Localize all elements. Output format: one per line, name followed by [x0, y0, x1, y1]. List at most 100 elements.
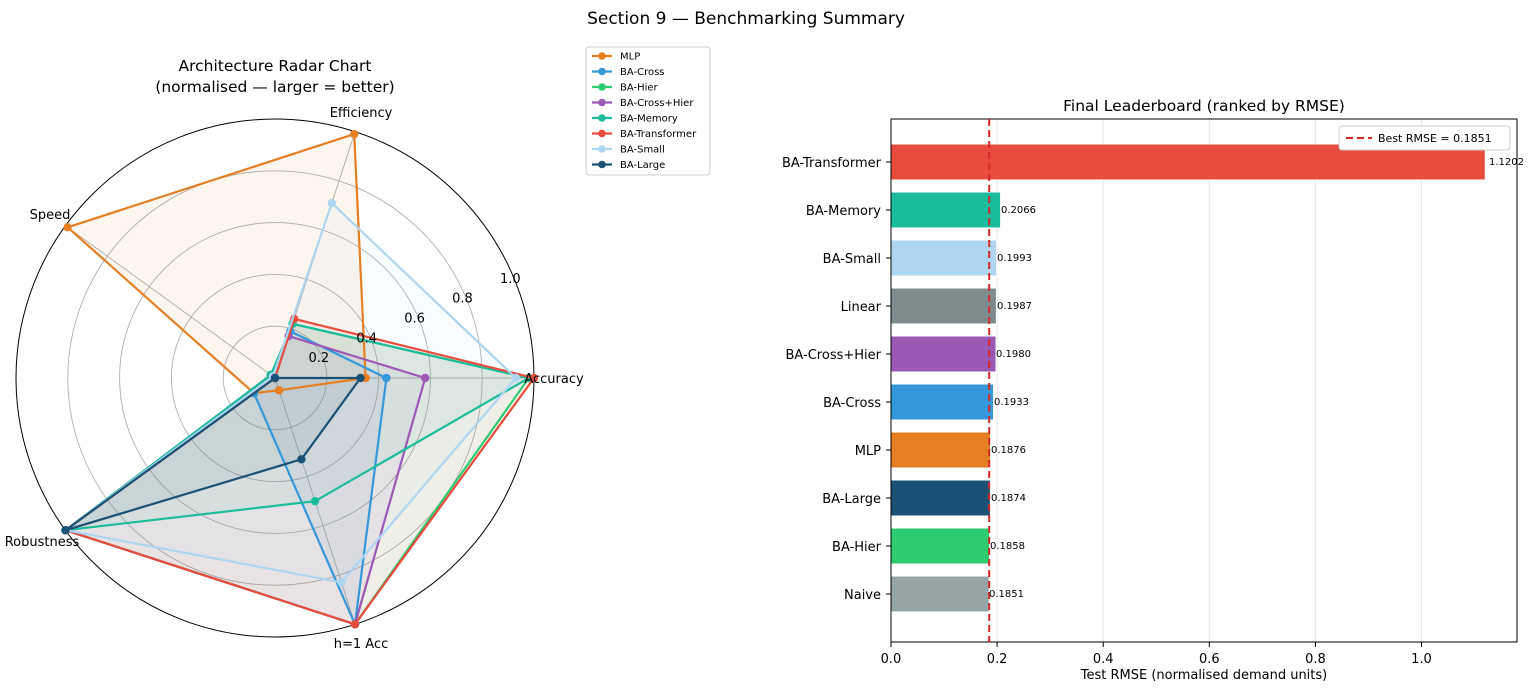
radar-point-BA-Cross	[382, 373, 391, 383]
y-tick-label: MLP	[855, 444, 881, 459]
radar-point-MLP	[350, 129, 359, 139]
radar-point-BA-Cross+Hier	[421, 373, 430, 383]
bar-BA-Cross+Hier	[890, 335, 997, 373]
radar-series-group	[61, 129, 539, 629]
radar-point-BA-Large	[61, 526, 70, 535]
bar-BA-Memory	[890, 191, 1002, 229]
legend-label: BA-Cross+Hier	[620, 98, 694, 109]
y-tick-label: Naive	[844, 588, 881, 603]
radar-point-BA-Large	[297, 455, 306, 464]
y-tick-label: BA-Large	[822, 492, 881, 507]
bar-data-label: 0.1993	[997, 253, 1032, 264]
x-tick-label: 0.6	[1199, 652, 1220, 667]
radar-area-BA-Transformer	[65, 318, 534, 625]
legend-label: BA-Small	[620, 145, 665, 156]
legend-label: MLP	[620, 52, 640, 63]
leaderboard-title: Final Leaderboard (ranked by RMSE)	[1063, 97, 1345, 115]
y-tick-label: BA-Cross	[823, 396, 881, 411]
radar-title-line2: (normalised — larger = better)	[155, 78, 394, 96]
radar-title-line1: Architecture Radar Chart	[179, 57, 372, 75]
legend-label: BA-Hier	[620, 83, 659, 94]
legend-marker-BA-Large	[598, 160, 606, 169]
legend-marker-BA-Memory	[598, 114, 606, 122]
bar-Naive	[890, 575, 990, 613]
bar-data-label: 0.1874	[991, 493, 1026, 504]
bar-data-label: 0.1858	[990, 541, 1025, 552]
legend-label: BA-Cross	[620, 67, 665, 78]
radar-tick-label: 1.0	[500, 272, 521, 287]
leaderboard-legend: Best RMSE = 0.1851	[1338, 125, 1511, 151]
radar-area-BA-Cross	[254, 331, 387, 625]
radar-point-MLP	[63, 223, 72, 232]
radar-labels: 0.2 0.4 0.6 0.8 1.0 Accuracy Efficiency Speed Ro…	[5, 106, 584, 652]
bar-BA-Cross	[890, 383, 995, 421]
radar-tick-label: 0.2	[309, 351, 330, 366]
radar-line-MLP	[66, 133, 367, 395]
leaderboard-xlabel: Test RMSE (normalised demand units)	[1080, 668, 1328, 683]
legend-label: BA-Large	[620, 160, 665, 171]
legend-marker-BA-Cross	[598, 67, 606, 76]
radar-legend-items: MLP BA-Cross BA-Hier BA-Cross+Hier BA-Memory…	[592, 52, 697, 171]
radar-tick-label: 0.8	[452, 292, 473, 307]
radar-area-BA-Cross+Hier	[65, 336, 426, 625]
bar-data-label: 1.1202	[1489, 157, 1524, 168]
legend-marker-BA-Hier	[598, 83, 606, 91]
radar-point-MLP	[274, 386, 284, 395]
radar-point-BA-Small	[511, 373, 521, 383]
leaderboard-bars	[890, 118, 1518, 643]
radar-area-BA-Large	[65, 378, 361, 531]
radar-point-BA-Small	[337, 578, 346, 587]
y-tick-label: BA-Small	[823, 252, 881, 267]
radar-axis-label: Speed	[30, 208, 71, 223]
radar-point-BA-Transformer	[529, 373, 539, 383]
y-tick-label: BA-Hier	[832, 540, 882, 555]
leaderboard-labels: 0.0 0.2 0.4 0.6 0.8 1.0 BA-Transformer BA-Memor…	[782, 156, 1524, 667]
leaderboard-legend-frame	[1338, 125, 1511, 151]
radar-tick-label: 0.4	[356, 331, 377, 346]
figure-suptitle: Section 9 — Benchmarking Summary	[587, 9, 905, 29]
bar-BA-Small	[890, 239, 998, 277]
bar-BA-Large	[890, 479, 991, 517]
x-tick-label: 0.8	[1305, 652, 1326, 667]
bar-MLP	[890, 431, 992, 469]
bar-Linear	[890, 287, 997, 325]
y-tick-label: Linear	[841, 300, 882, 315]
radar-point-BA-Small	[327, 198, 337, 208]
plot-frame	[890, 118, 1518, 643]
radar-legend: MLP BA-Cross BA-Hier BA-Cross+Hier BA-Memory…	[585, 46, 711, 176]
legend-marker-BA-Cross+Hier	[598, 98, 606, 107]
y-tick-label: BA-Cross+Hier	[786, 348, 882, 363]
radar-spoke	[65, 225, 276, 379]
x-tick-label: 0.4	[1093, 652, 1114, 667]
radar-axis-label: Efficiency	[330, 106, 393, 121]
radar-point-BA-Transformer	[350, 620, 360, 629]
bar-data-label: 0.2066	[1001, 205, 1036, 216]
radar-legend-frame	[585, 46, 711, 176]
y-tick-label: BA-Memory	[806, 204, 881, 219]
radar-point-BA-Large	[356, 373, 365, 383]
radar-area-BA-Small	[65, 203, 516, 583]
legend-label: BA-Memory	[620, 114, 678, 125]
legend-label: BA-Transformer	[620, 129, 697, 140]
radar-line-BA-Memory	[64, 322, 530, 532]
radar-axis-label: Accuracy	[524, 372, 584, 387]
bar-data-label: 0.1876	[991, 445, 1026, 456]
bar-data-label: 0.1851	[989, 589, 1024, 600]
legend-marker-BA-Transformer	[598, 129, 606, 138]
radar-axis-label: Robustness	[5, 535, 80, 550]
radar-line-BA-Small	[64, 202, 518, 584]
legend-marker-BA-Small	[598, 145, 606, 153]
radar-chart: Architecture Radar Chart (normalised — l…	[5, 57, 584, 652]
y-tick-label: BA-Transformer	[782, 156, 882, 171]
legend-marker-MLP	[598, 52, 606, 60]
radar-area-BA-Hier	[65, 323, 529, 625]
x-tick-label: 0.2	[987, 652, 1008, 667]
radar-point-BA-Large	[270, 373, 280, 383]
bar-data-label: 0.1933	[994, 397, 1029, 408]
x-tick-label: 0.0	[881, 652, 902, 667]
legend-ref-label: Best RMSE = 0.1851	[1378, 132, 1492, 145]
radar-axis-label: h=1 Acc	[334, 637, 389, 652]
radar-tick-label: 0.6	[404, 312, 425, 327]
radar-point-BA-Memory	[310, 496, 320, 506]
